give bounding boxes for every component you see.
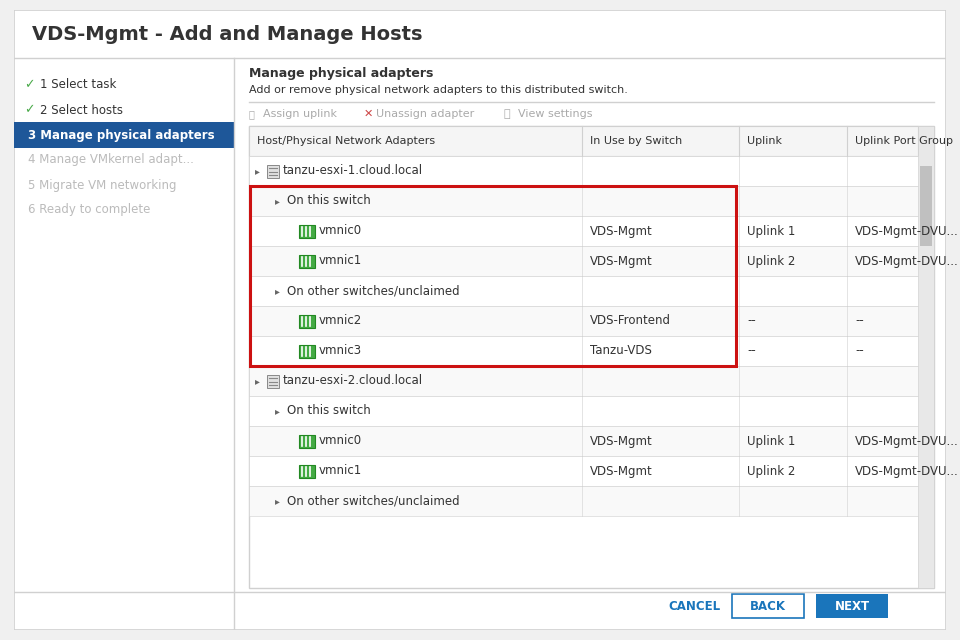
Bar — [249, 216, 918, 246]
Text: Uplink: Uplink — [747, 136, 782, 146]
Text: tanzu-esxi-1.cloud.local: tanzu-esxi-1.cloud.local — [283, 164, 423, 177]
Text: --: -- — [747, 344, 756, 358]
Bar — [816, 594, 888, 618]
Bar — [732, 594, 804, 618]
Bar — [249, 426, 918, 456]
Text: Add or remove physical network adapters to this distributed switch.: Add or remove physical network adapters … — [249, 85, 628, 95]
Text: ▸: ▸ — [275, 196, 280, 206]
Text: On this switch: On this switch — [287, 404, 371, 417]
Text: Uplink 2: Uplink 2 — [747, 255, 796, 268]
Text: 5 Migrate VM networking: 5 Migrate VM networking — [28, 179, 177, 191]
Text: vmnic1: vmnic1 — [319, 465, 362, 477]
Text: ▸: ▸ — [255, 376, 260, 386]
Text: Uplink 2: Uplink 2 — [747, 465, 796, 477]
Text: Host/Physical Network Adapters: Host/Physical Network Adapters — [257, 136, 435, 146]
Bar — [299, 435, 315, 447]
Bar — [918, 126, 934, 588]
Text: ✓: ✓ — [24, 104, 35, 116]
Text: VDS-Mgmt-DVU...: VDS-Mgmt-DVU... — [855, 225, 959, 237]
Bar — [299, 344, 315, 358]
Text: vmnic1: vmnic1 — [319, 255, 362, 268]
Text: 6 Ready to complete: 6 Ready to complete — [28, 204, 151, 216]
Text: ✓: ✓ — [24, 79, 35, 92]
Bar — [250, 186, 736, 366]
Bar — [299, 314, 315, 328]
Text: 1 Select task: 1 Select task — [40, 79, 116, 92]
Bar — [299, 255, 315, 268]
Text: VDS-Mgmt: VDS-Mgmt — [590, 255, 653, 268]
Bar — [249, 306, 918, 336]
Text: tanzu-esxi-2.cloud.local: tanzu-esxi-2.cloud.local — [283, 374, 423, 387]
Text: VDS-Mgmt: VDS-Mgmt — [590, 435, 653, 447]
Text: 3 Manage physical adapters: 3 Manage physical adapters — [28, 129, 215, 141]
Bar — [299, 225, 315, 237]
Text: vmnic0: vmnic0 — [319, 225, 362, 237]
Bar — [299, 465, 315, 477]
Bar — [249, 246, 918, 276]
Bar — [249, 126, 918, 156]
Text: In Use by Switch: In Use by Switch — [590, 136, 683, 146]
Text: vmnic0: vmnic0 — [319, 435, 362, 447]
Bar — [249, 156, 918, 186]
Text: On other switches/unclaimed: On other switches/unclaimed — [287, 285, 460, 298]
Text: Uplink 1: Uplink 1 — [747, 435, 796, 447]
Bar — [249, 276, 918, 306]
Text: Assign uplink: Assign uplink — [263, 109, 337, 119]
Text: --: -- — [747, 314, 756, 328]
Text: VDS-Mgmt-DVU...: VDS-Mgmt-DVU... — [855, 255, 959, 268]
Text: VDS-Mgmt-DVU...: VDS-Mgmt-DVU... — [855, 465, 959, 477]
Text: vmnic3: vmnic3 — [319, 344, 362, 358]
Bar — [249, 396, 918, 426]
Text: Tanzu-VDS: Tanzu-VDS — [590, 344, 652, 358]
Text: vmnic2: vmnic2 — [319, 314, 362, 328]
Text: VDS-Mgmt - Add and Manage Hosts: VDS-Mgmt - Add and Manage Hosts — [32, 26, 422, 45]
Text: 4 Manage VMkernel adapt...: 4 Manage VMkernel adapt... — [28, 154, 194, 166]
Text: VDS-Mgmt: VDS-Mgmt — [590, 465, 653, 477]
Text: NEXT: NEXT — [834, 600, 870, 612]
Text: Uplink Port Group: Uplink Port Group — [855, 136, 953, 146]
Text: ✕: ✕ — [364, 109, 373, 119]
Bar — [14, 122, 234, 148]
Text: --: -- — [855, 314, 864, 328]
Text: --: -- — [855, 344, 864, 358]
Text: View settings: View settings — [518, 109, 592, 119]
Bar — [267, 165, 279, 178]
Text: ▸: ▸ — [255, 166, 260, 176]
Text: 2 Select hosts: 2 Select hosts — [40, 104, 123, 116]
Text: On other switches/unclaimed: On other switches/unclaimed — [287, 495, 460, 508]
Text: VDS-Mgmt-DVU...: VDS-Mgmt-DVU... — [855, 435, 959, 447]
Bar — [249, 126, 934, 588]
Text: Manage physical adapters: Manage physical adapters — [249, 67, 433, 81]
Text: ▸: ▸ — [275, 406, 280, 416]
Bar — [249, 336, 918, 366]
Text: VDS-Frontend: VDS-Frontend — [590, 314, 671, 328]
Text: ▸: ▸ — [275, 496, 280, 506]
Bar — [267, 375, 279, 388]
Text: Uplink 1: Uplink 1 — [747, 225, 796, 237]
Text: CANCEL: CANCEL — [668, 600, 720, 612]
Text: BACK: BACK — [750, 600, 786, 612]
Bar — [249, 456, 918, 486]
Text: Unassign adapter: Unassign adapter — [376, 109, 474, 119]
Bar — [249, 366, 918, 396]
Text: ⓘ: ⓘ — [504, 109, 511, 119]
Text: VDS-Mgmt: VDS-Mgmt — [590, 225, 653, 237]
Bar — [249, 186, 918, 216]
Bar — [920, 166, 932, 246]
Text: ⬜: ⬜ — [249, 109, 254, 119]
Text: ▸: ▸ — [275, 286, 280, 296]
Text: On this switch: On this switch — [287, 195, 371, 207]
Bar — [249, 486, 918, 516]
